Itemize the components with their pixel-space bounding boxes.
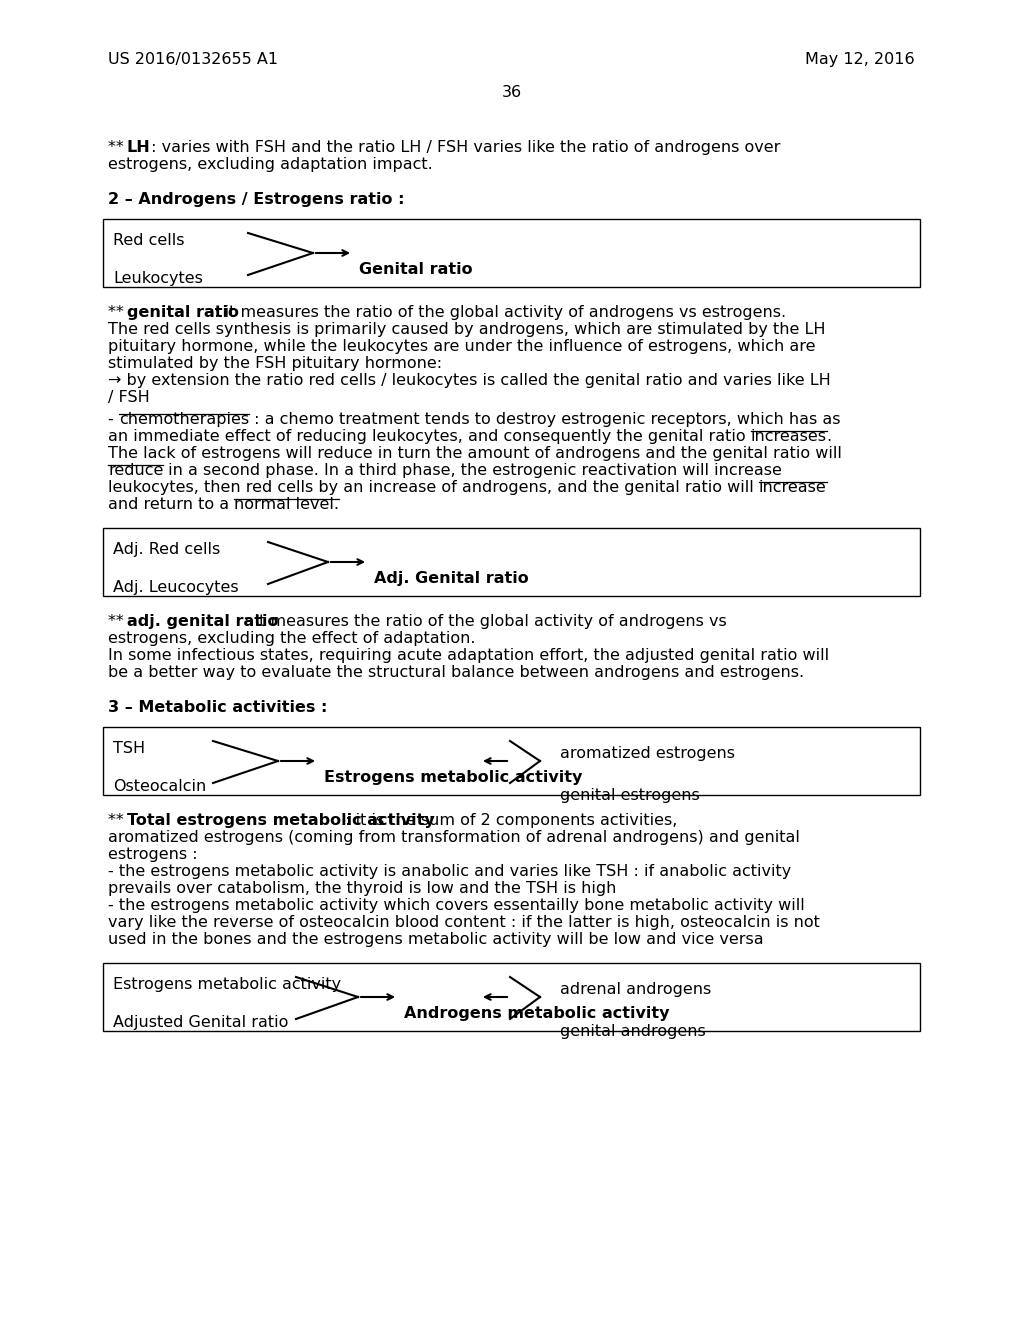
- Text: Estrogens metabolic activity: Estrogens metabolic activity: [113, 977, 341, 993]
- Bar: [103, 727, 920, 795]
- Bar: [103, 219, 920, 286]
- Text: May 12, 2016: May 12, 2016: [805, 51, 915, 67]
- Text: : varies with FSH and the ratio LH / FSH varies like the ratio of androgens over: : varies with FSH and the ratio LH / FSH…: [146, 140, 780, 154]
- Text: Adj. Red cells: Adj. Red cells: [113, 543, 220, 557]
- Text: Androgens metabolic activity: Androgens metabolic activity: [404, 1006, 670, 1020]
- Text: adj. genital ratio: adj. genital ratio: [127, 614, 279, 630]
- Text: estrogens :: estrogens :: [108, 847, 198, 862]
- Text: Red cells: Red cells: [113, 234, 184, 248]
- Text: increases: increases: [751, 429, 826, 444]
- Text: TSH: TSH: [113, 741, 145, 756]
- Text: → by extension the ratio red cells / leukocytes is called the genital ratio and : → by extension the ratio red cells / leu…: [108, 374, 830, 388]
- Text: adrenal androgens: adrenal androgens: [560, 982, 712, 997]
- Text: pituitary hormone, while the leukocytes are under the influence of estrogens, wh: pituitary hormone, while the leukocytes …: [108, 339, 815, 354]
- Text: Osteocalcin: Osteocalcin: [113, 779, 206, 795]
- Text: estrogens, excluding adaptation impact.: estrogens, excluding adaptation impact.: [108, 157, 433, 172]
- Text: **: **: [108, 305, 129, 319]
- Text: in a second phase. In a third phase, the estrogenic reactivation will increase: in a second phase. In a third phase, the…: [164, 463, 782, 478]
- Text: estrogens, excluding the effect of adaptation.: estrogens, excluding the effect of adapt…: [108, 631, 475, 645]
- Text: US 2016/0132655 A1: US 2016/0132655 A1: [108, 51, 279, 67]
- Text: .: .: [826, 429, 831, 444]
- Text: **: **: [108, 140, 129, 154]
- Bar: [103, 964, 920, 1031]
- Text: genital estrogens: genital estrogens: [560, 788, 699, 803]
- Text: Adj. Leucocytes: Adj. Leucocytes: [113, 579, 239, 595]
- Text: increase: increase: [759, 480, 826, 495]
- Text: LH: LH: [127, 140, 151, 154]
- Text: an immediate effect of reducing leukocytes, and consequently the genital ratio: an immediate effect of reducing leukocyt…: [108, 429, 751, 444]
- Text: 2 – Androgens / Estrogens ratio :: 2 – Androgens / Estrogens ratio :: [108, 191, 404, 207]
- Text: aromatized estrogens (coming from transformation of adrenal androgens) and genit: aromatized estrogens (coming from transf…: [108, 830, 800, 845]
- Text: **: **: [108, 614, 129, 630]
- Text: In some infectious states, requiring acute adaptation effort, the adjusted genit: In some infectious states, requiring acu…: [108, 648, 829, 663]
- Text: Adj. Genital ratio: Adj. Genital ratio: [374, 572, 528, 586]
- Text: used in the bones and the estrogens metabolic activity will be low and vice vers: used in the bones and the estrogens meta…: [108, 932, 764, 946]
- Text: Total estrogens metabolic activity: Total estrogens metabolic activity: [127, 813, 435, 828]
- Text: **: **: [108, 813, 129, 828]
- Text: / FSH: / FSH: [108, 389, 150, 405]
- Text: : it measures the ratio of the global activity of androgens vs: : it measures the ratio of the global ac…: [239, 614, 727, 630]
- Text: leukocytes, then red cells by an increase of androgens, and the genital ratio wi: leukocytes, then red cells by an increas…: [108, 480, 759, 495]
- Text: Adjusted Genital ratio: Adjusted Genital ratio: [113, 1015, 289, 1030]
- Text: reduce: reduce: [108, 463, 164, 478]
- Text: - the estrogens metabolic activity is anabolic and varies like TSH : if anabolic: - the estrogens metabolic activity is an…: [108, 865, 792, 879]
- Text: The red cells synthesis is primarily caused by androgens, which are stimulated b: The red cells synthesis is primarily cau…: [108, 322, 825, 337]
- Text: stimulated by the FSH pituitary hormone:: stimulated by the FSH pituitary hormone:: [108, 356, 442, 371]
- Text: Estrogens metabolic activity: Estrogens metabolic activity: [324, 770, 583, 785]
- Text: vary like the reverse of osteocalcin blood content : if the latter is high, oste: vary like the reverse of osteocalcin blo…: [108, 915, 820, 931]
- Text: Leukocytes: Leukocytes: [113, 271, 203, 286]
- Text: Genital ratio: Genital ratio: [359, 261, 473, 277]
- Bar: [103, 528, 920, 597]
- Text: -: -: [108, 412, 119, 426]
- Text: be a better way to evaluate the structural balance between androgens and estroge: be a better way to evaluate the structur…: [108, 665, 804, 680]
- Text: and return to a: and return to a: [108, 498, 234, 512]
- Text: aromatized estrogens: aromatized estrogens: [560, 746, 735, 762]
- Text: The lack of estrogens will reduce in turn the amount of androgens and the genita: The lack of estrogens will reduce in tur…: [108, 446, 842, 461]
- Text: chemotherapies: chemotherapies: [119, 412, 249, 426]
- Text: normal level.: normal level.: [234, 498, 339, 512]
- Text: genital ratio: genital ratio: [127, 305, 239, 319]
- Text: 3 – Metabolic activities :: 3 – Metabolic activities :: [108, 700, 328, 715]
- Text: prevails over catabolism, the thyroid is low and the TSH is high: prevails over catabolism, the thyroid is…: [108, 880, 616, 896]
- Text: : a chemo treatment tends to destroy estrogenic receptors, which has as: : a chemo treatment tends to destroy est…: [249, 412, 841, 426]
- Text: genital androgens: genital androgens: [560, 1024, 706, 1039]
- Text: : it is the sum of 2 components activities,: : it is the sum of 2 components activiti…: [340, 813, 677, 828]
- Text: 36: 36: [502, 84, 522, 100]
- Text: - the estrogens metabolic activity which covers essentailly bone metabolic activ: - the estrogens metabolic activity which…: [108, 898, 805, 913]
- Text: : it measures the ratio of the global activity of androgens vs estrogens.: : it measures the ratio of the global ac…: [209, 305, 786, 319]
